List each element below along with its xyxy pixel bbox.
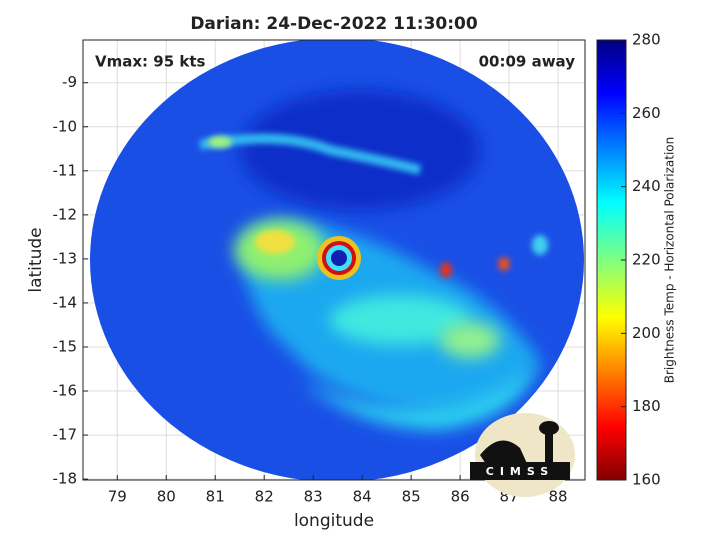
y-tick-label: -14 xyxy=(53,293,78,311)
x-tick-label: 81 xyxy=(206,488,225,506)
y-tick-label: -17 xyxy=(53,426,78,444)
axes-frame xyxy=(82,39,586,481)
colorbar-tick-label: 200 xyxy=(632,324,661,342)
x-tick-label: 79 xyxy=(108,488,127,506)
y-tick-label: -18 xyxy=(53,470,78,488)
logo: CIMSS xyxy=(470,413,575,497)
chart-title: Darian: 24-Dec-2022 11:30:00 xyxy=(190,14,478,34)
colorbar-label: Brightness Temp - Horizontal Polarizatio… xyxy=(663,137,677,384)
x-tick-label: 85 xyxy=(402,488,421,506)
annotation: Vmax: 95 kts xyxy=(95,53,205,71)
y-tick-label: -12 xyxy=(53,205,78,223)
logo-text: CIMSS xyxy=(486,465,554,478)
y-tick-label: -10 xyxy=(53,117,78,135)
y-tick-label: -16 xyxy=(53,382,78,400)
x-axis-label: longitude xyxy=(294,511,374,531)
x-tick-label: 86 xyxy=(451,488,470,506)
colorbar-tick-label: 240 xyxy=(632,177,661,195)
annotation: 00:09 away xyxy=(479,53,576,71)
y-tick-label: -9 xyxy=(62,73,77,91)
x-tick-label: 88 xyxy=(549,488,568,506)
x-tick-label: 84 xyxy=(353,488,372,506)
colorbar-tick-label: 180 xyxy=(632,397,661,415)
satellite-image xyxy=(90,40,584,480)
colorbar-tick-label: 280 xyxy=(632,31,661,49)
colorbar-tick-label: 160 xyxy=(632,471,661,489)
y-tick-label: -11 xyxy=(53,161,78,179)
y-tick-label: -13 xyxy=(53,249,78,267)
x-tick-label: 82 xyxy=(255,488,274,506)
x-tick-label: 83 xyxy=(304,488,323,506)
colorbar-tick-label: 260 xyxy=(632,104,661,122)
x-tick-label: 80 xyxy=(157,488,176,506)
y-tick-label: -15 xyxy=(53,337,78,355)
y-axis-label: latitude xyxy=(26,227,46,292)
colorbar-tick-label: 220 xyxy=(632,251,661,269)
